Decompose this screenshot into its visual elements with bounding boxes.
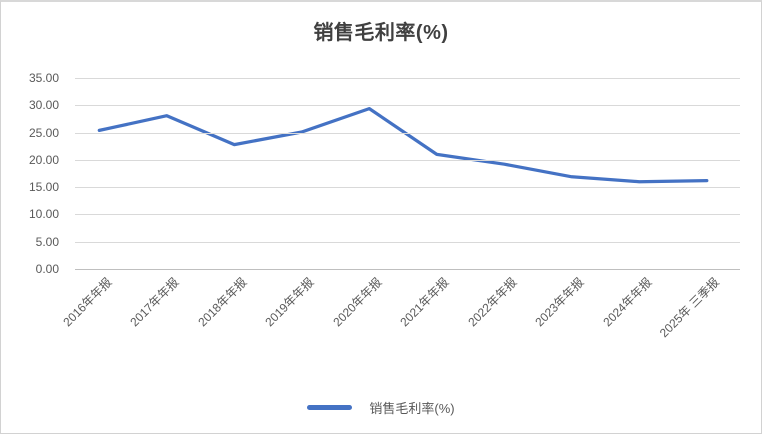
gridline-10.00	[75, 214, 740, 216]
x-tick-label: 2017年年报	[127, 275, 182, 330]
legend: 销售毛利率(%)	[1, 395, 761, 419]
gridline-35.00	[75, 78, 740, 79]
x-tick-label: 2020年年报	[329, 275, 385, 330]
gridline-15.00	[75, 187, 740, 189]
y-tick-label: 5.00	[35, 234, 59, 249]
gridline-5.00	[75, 241, 740, 243]
gridline-20.00	[75, 159, 740, 161]
y-tick-label: 0.00	[35, 262, 59, 276]
y-tick-label: 35.00	[28, 71, 59, 85]
x-tick-label: 2022年年报	[464, 275, 520, 330]
gridline-30.00	[75, 105, 740, 107]
legend-label: 销售毛利率(%)	[369, 400, 455, 416]
y-tick-label: 10.00	[28, 207, 59, 222]
x-tick-label: 2016年年报	[59, 275, 115, 330]
x-tick-label: 2025年 三季报	[656, 275, 722, 341]
gridline-25.00	[75, 132, 740, 134]
plot-area	[75, 78, 740, 269]
line-series-svg	[97, 106, 709, 184]
x-tick-label: 2023年年报	[532, 275, 587, 330]
y-tick-label: 25.00	[28, 125, 59, 140]
y-tick-label: 30.00	[28, 98, 59, 113]
gross-margin-line	[97, 106, 709, 184]
x-tick-label: 2024年年报	[599, 275, 655, 330]
gridline-0.00	[75, 269, 740, 270]
y-tick-label: 20.00	[28, 152, 59, 167]
x-tick-label: 2021年年报	[397, 275, 452, 330]
chart-title: 销售毛利率(%)	[313, 22, 449, 44]
x-tick-label: 2019年年报	[262, 275, 317, 330]
y-tick-label: 15.00	[28, 180, 59, 195]
legend-line-swatch	[307, 404, 353, 410]
x-tick-label: 2018年年报	[194, 275, 250, 330]
